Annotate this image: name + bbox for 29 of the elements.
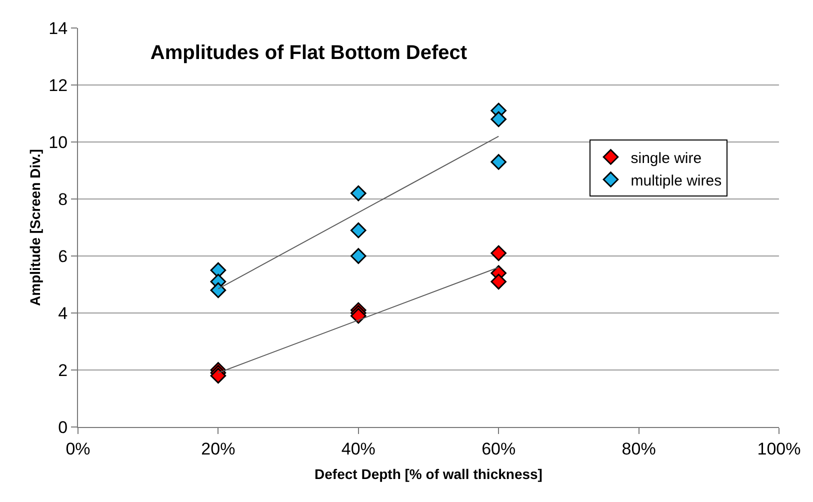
point — [490, 274, 506, 290]
x-tick-label: 100% — [757, 439, 801, 458]
x-tick-label: 60% — [482, 439, 516, 458]
point — [490, 245, 506, 262]
x-tick-label: 40% — [341, 439, 376, 458]
point — [350, 185, 366, 202]
legend-label: single wire — [630, 150, 702, 167]
legend-label: multiple wires — [630, 172, 722, 190]
y-tick-label: 12 — [48, 76, 68, 95]
point — [350, 308, 366, 324]
text: Amplitudes of Flat Bottom Defect — [150, 42, 468, 64]
y-tick-label: 6 — [58, 246, 68, 266]
y-tick-label: 2 — [58, 360, 68, 380]
point — [490, 111, 506, 128]
y-tick-label: 4 — [58, 304, 68, 323]
point — [210, 368, 226, 384]
y-tick-label: 10 — [48, 132, 68, 152]
y-tick-label: 0 — [58, 418, 68, 437]
point — [210, 282, 226, 298]
point — [350, 248, 366, 264]
x-axis-title: Defect Depth [% of wall thickness] — [314, 466, 542, 482]
y-tick-label: 14 — [48, 18, 68, 38]
y-axis-title: Amplitude [Screen Div.] — [27, 149, 43, 306]
x-tick-label: 80% — [622, 439, 656, 458]
point — [490, 154, 506, 170]
y-tick-label: 8 — [58, 190, 68, 209]
x-tick-label: 20% — [201, 439, 236, 458]
point — [350, 222, 366, 238]
x-tick-label: 0% — [66, 439, 90, 458]
